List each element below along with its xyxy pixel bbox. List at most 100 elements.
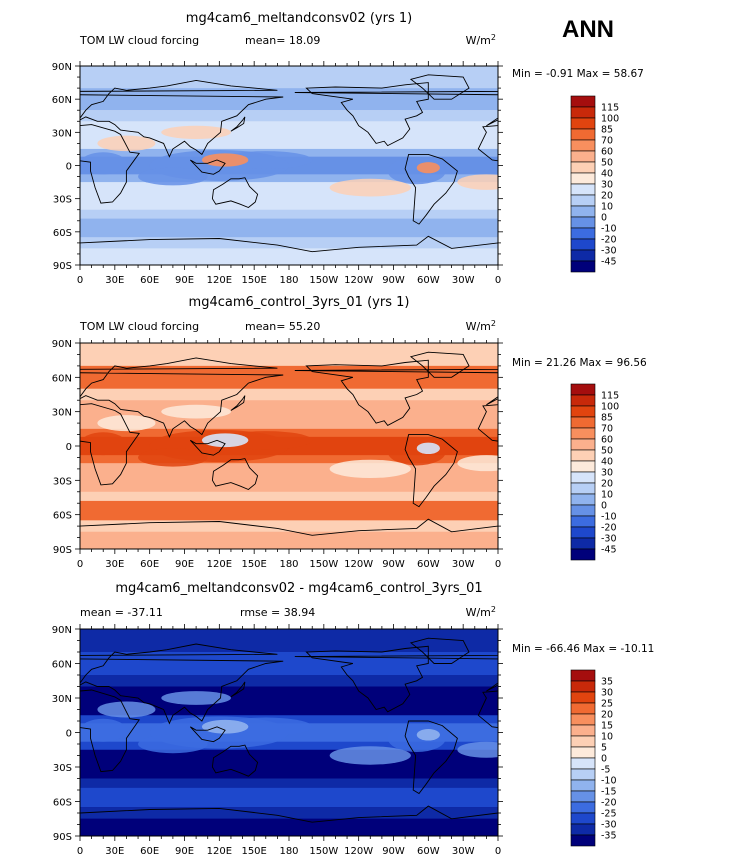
x-tick-label: 30W <box>452 275 475 286</box>
colorbar-swatch <box>570 482 596 495</box>
colorbar-label: 0 <box>601 754 607 765</box>
colorbar-label: 70 <box>601 424 613 435</box>
colorbar-label: 20 <box>601 710 613 721</box>
field-blob <box>201 153 249 167</box>
coastline-ind <box>189 439 226 456</box>
colorbar-label: 60 <box>601 147 613 158</box>
y-tick-label: 90N <box>52 62 72 73</box>
colorbar-label: 10 <box>601 202 613 213</box>
y-tick-label: 90S <box>53 832 72 843</box>
colorbar-swatch <box>570 548 596 561</box>
colorbar-swatch <box>570 790 596 803</box>
x-tick-label: 0 <box>495 559 501 570</box>
field-band <box>80 66 498 89</box>
field-band <box>80 343 498 366</box>
colorbar-label: -35 <box>601 831 617 842</box>
colorbar-label: 20 <box>601 479 613 490</box>
field-blob <box>138 734 208 754</box>
y-tick-label: 90N <box>52 339 72 350</box>
stat-mean: mean = -37.11 <box>80 606 163 619</box>
field-band <box>80 520 498 532</box>
y-tick-label: 90S <box>53 545 72 556</box>
field-blob <box>80 718 127 742</box>
field-band <box>80 818 498 836</box>
colorbar-swatch <box>570 205 596 218</box>
colorbar-swatch <box>570 680 596 693</box>
colorbar-swatch <box>570 812 596 825</box>
colorbar-label: -20 <box>601 235 617 246</box>
field-band <box>80 110 498 122</box>
coastline-ind <box>189 726 226 743</box>
y-tick-label: 60N <box>52 95 72 106</box>
field-band <box>80 778 498 788</box>
x-tick-label: 0 <box>495 275 501 286</box>
y-tick-label: 30N <box>52 694 72 705</box>
coastline-jp <box>230 395 246 411</box>
colorbar-label: 115 <box>601 391 619 402</box>
colorbar-swatch <box>570 405 596 418</box>
colorbar-swatch <box>570 95 596 108</box>
colorbar-label: 15 <box>601 721 613 732</box>
colorbar-swatch <box>570 471 596 484</box>
field-blob <box>219 431 313 450</box>
colorbar-swatch <box>570 834 596 847</box>
coastline-jp <box>230 116 246 132</box>
field-blob <box>219 717 313 736</box>
field-blob <box>201 433 249 448</box>
y-tick-label: 30S <box>53 763 72 774</box>
coastline-af-wrap <box>477 690 498 729</box>
x-tick-label: 30E <box>105 846 124 857</box>
panel-title: mg4cam6_meltandconsv02 (yrs 1) <box>186 11 412 26</box>
colorbar-swatch <box>570 172 596 185</box>
colorbar-label: -30 <box>601 820 617 831</box>
y-tick-label: 30N <box>52 128 72 139</box>
colorbar-label: 60 <box>601 435 613 446</box>
colorbar-swatch <box>570 449 596 462</box>
colorbar-swatch <box>570 537 596 550</box>
field-blob <box>201 719 249 734</box>
colorbar-label: 0 <box>601 501 607 512</box>
colorbar-swatch <box>570 691 596 704</box>
field-blob <box>161 691 231 705</box>
coastline-sa <box>404 153 458 225</box>
colorbar-swatch <box>570 260 596 273</box>
field-blob <box>329 746 411 765</box>
coastline-sa <box>404 720 458 795</box>
colorbar-swatch <box>570 416 596 429</box>
x-tick-label: 180 <box>279 846 298 857</box>
field-blob <box>457 174 498 190</box>
colorbar-swatch <box>570 216 596 229</box>
field-blob <box>161 125 231 139</box>
x-tick-label: 90W <box>382 275 405 286</box>
x-tick-label: 150W <box>309 846 338 857</box>
colorbar-swatch <box>570 150 596 163</box>
x-tick-label: 90E <box>175 846 194 857</box>
colorbar-swatch <box>570 724 596 737</box>
panel-title: mg4cam6_meltandconsv02 - mg4cam6_control… <box>115 581 482 596</box>
coastline-an <box>80 518 498 549</box>
y-tick-label: 60S <box>53 798 72 809</box>
coastline-an <box>80 235 498 265</box>
field-blob <box>138 167 208 186</box>
field-label: TOM LW cloud forcing <box>79 320 199 333</box>
x-tick-label: 0 <box>77 846 83 857</box>
colorbar-swatch <box>570 493 596 506</box>
colorbar-swatch <box>570 823 596 836</box>
colorbar-swatch <box>570 438 596 451</box>
colorbar-swatch <box>570 194 596 207</box>
colorbar-label: 25 <box>601 699 613 710</box>
field-band <box>80 531 498 549</box>
coastline-ind <box>189 159 226 175</box>
coastline-af <box>80 689 140 773</box>
x-tick-label: 150E <box>241 846 266 857</box>
field-blob <box>329 459 411 479</box>
colorbar-swatch <box>570 768 596 781</box>
colorbar-swatch <box>570 746 596 759</box>
field-band <box>80 807 498 819</box>
x-tick-label: 30E <box>105 559 124 570</box>
field-blob <box>416 729 440 741</box>
colorbar-label: 5 <box>601 743 607 754</box>
